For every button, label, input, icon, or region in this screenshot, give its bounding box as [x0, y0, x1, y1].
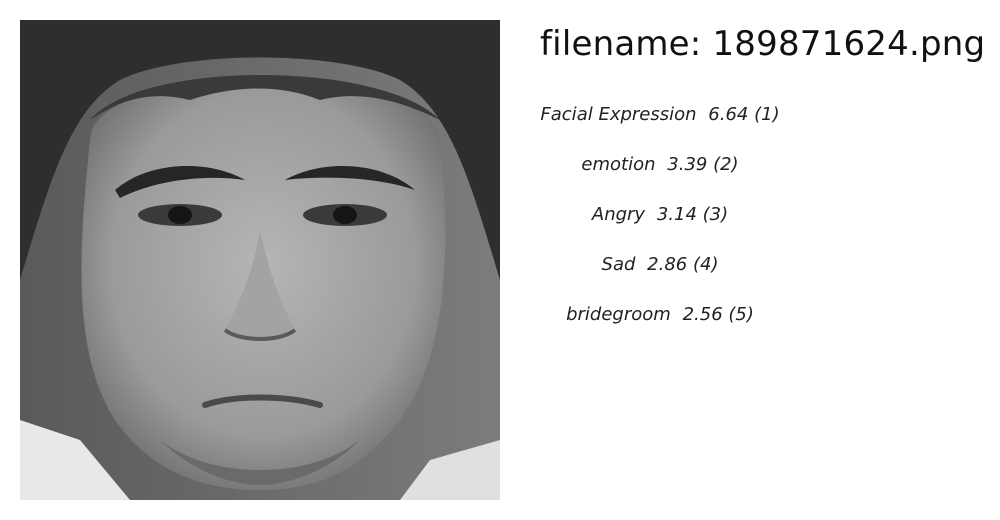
filename-heading: filename: 189871624.png: [540, 24, 985, 64]
label-rank: (3): [702, 204, 729, 225]
filename-prefix: filename:: [540, 24, 713, 64]
face-photo: [20, 20, 500, 500]
label-name: bridegroom: [566, 304, 671, 325]
label-name: Sad: [601, 254, 636, 275]
label-score: 2.56: [682, 304, 723, 325]
label-score: 3.39: [667, 154, 708, 175]
label-item: Angry 3.14 (3): [540, 202, 780, 252]
label-rank: (2): [713, 154, 739, 175]
label-item: Sad 2.86 (4): [540, 252, 780, 302]
label-score: 6.64: [708, 104, 749, 125]
label-item: emotion 3.39 (2): [540, 152, 780, 202]
label-item: bridegroom 2.56 (5): [540, 302, 780, 352]
label-list: Facial Expression 6.64 (1) emotion 3.39 …: [540, 102, 780, 352]
label-rank: (1): [754, 104, 780, 125]
label-rank: (4): [692, 254, 719, 275]
label-rank: (5): [728, 304, 754, 325]
label-name: Facial Expression: [540, 104, 697, 125]
face-photo-illustration: [20, 20, 500, 500]
label-score: 2.86: [647, 254, 688, 275]
label-name: Angry: [591, 204, 646, 225]
label-item: Facial Expression 6.64 (1): [540, 102, 780, 152]
label-name: emotion: [581, 154, 656, 175]
filename-value: 189871624.png: [712, 24, 986, 64]
label-score: 3.14: [656, 204, 697, 225]
